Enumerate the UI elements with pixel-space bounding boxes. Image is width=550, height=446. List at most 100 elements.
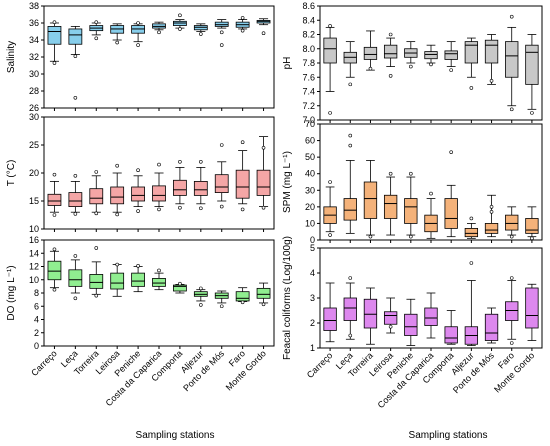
iqr-box	[444, 326, 458, 344]
iqr-box	[173, 179, 187, 196]
iqr-box	[383, 311, 398, 325]
y-tick-label: 30	[29, 69, 39, 79]
box-comporta	[444, 310, 458, 351]
iqr-box	[484, 223, 499, 234]
outlier-point	[199, 206, 203, 211]
panel-3: 10 15 20 25 30 T (°C)	[6, 112, 275, 234]
outlier-point	[509, 276, 514, 280]
outlier-point	[199, 303, 203, 307]
outlier-point	[328, 24, 332, 28]
iqr-box	[47, 25, 62, 45]
box-monte-gordo	[525, 283, 539, 351]
outlier-point	[94, 170, 99, 174]
iqr-box	[110, 272, 125, 290]
y-tick-label: 4	[34, 315, 39, 325]
y-tick-label: 7.6	[302, 72, 315, 82]
y-tick-label: 10	[305, 218, 315, 228]
outlier-point	[449, 150, 453, 154]
box-leirosa	[383, 297, 398, 351]
iqr-box	[193, 180, 208, 196]
outlier-point	[178, 281, 182, 286]
outlier-point	[348, 276, 353, 280]
outlier-point	[94, 293, 99, 298]
outlier-point	[368, 66, 373, 71]
iqr-box	[505, 214, 519, 231]
box-leirosa	[110, 262, 125, 349]
outlier-point	[157, 207, 161, 212]
box-faro	[235, 287, 250, 349]
box-leça	[343, 276, 357, 351]
box-porto-de-mós	[214, 143, 229, 232]
iqr-box	[89, 188, 104, 205]
box-peniche	[131, 264, 145, 349]
y-tick-label: 26	[29, 103, 39, 113]
iqr-box	[343, 198, 357, 221]
box-faro	[505, 14, 519, 123]
iqr-box	[131, 272, 145, 287]
outlier-point	[136, 264, 140, 268]
iqr-box	[363, 298, 378, 329]
iqr-box	[404, 313, 418, 336]
outlier-point	[52, 20, 57, 24]
outlier-point	[52, 247, 57, 252]
outlier-point	[73, 96, 78, 100]
outlier-point	[199, 160, 203, 164]
iqr-box	[68, 269, 83, 287]
iqr-box	[383, 194, 398, 219]
y-tick-label: 8.2	[302, 30, 315, 40]
box-leça	[343, 41, 357, 123]
outlier-point	[388, 32, 393, 37]
iqr-box	[152, 278, 166, 287]
box-carreço	[47, 20, 62, 111]
box-monte-gordo	[256, 18, 271, 111]
iqr-box	[424, 51, 438, 60]
outlier-point	[509, 234, 514, 239]
x-axis-label-left: Sampling stations	[136, 430, 215, 441]
box-carreço	[47, 172, 62, 232]
y-tick-label: 8.4	[302, 15, 315, 25]
y-tick-label: 36	[29, 18, 39, 28]
box-peniche	[131, 168, 145, 232]
outlier-point	[409, 234, 413, 239]
outlier-point	[115, 40, 119, 45]
iqr-box	[404, 198, 418, 224]
y-tick-label: 38	[29, 1, 39, 11]
iqr-box	[256, 287, 271, 299]
y-tick-label: 30	[29, 112, 39, 122]
outlier-point	[449, 68, 453, 72]
iqr-box	[235, 291, 250, 302]
y-tick-label: 2	[34, 328, 39, 338]
box-aljezur	[464, 216, 479, 243]
outlier-point	[261, 146, 266, 150]
box-leirosa	[110, 23, 125, 111]
iqr-box	[323, 307, 337, 331]
panels-group: 26283032343638Salinity7.07.27.47.67.88.0…	[6, 1, 543, 360]
box-comporta	[444, 150, 458, 243]
outlier-point	[136, 209, 140, 213]
outlier-point	[489, 210, 494, 214]
y-tick-label: 20	[29, 168, 39, 178]
iqr-box	[525, 287, 539, 329]
outlier-point	[469, 216, 474, 221]
box-aljezur	[464, 261, 479, 351]
iqr-box	[464, 41, 479, 64]
outlier-point	[469, 261, 474, 265]
box-leça	[343, 133, 357, 243]
outlier-point	[429, 191, 433, 196]
y-tick-label: 8.0	[302, 44, 315, 54]
y-tick-label: 5	[310, 243, 315, 253]
iqr-box	[110, 186, 125, 205]
box-peniche	[404, 41, 418, 123]
iqr-box	[444, 50, 458, 60]
iqr-box	[131, 186, 145, 202]
iqr-box	[323, 37, 337, 64]
outlier-point	[178, 27, 182, 31]
box-leirosa	[110, 163, 125, 232]
outlier-point	[52, 61, 57, 65]
box-aljezur	[193, 286, 208, 349]
y-tick-label: 4	[310, 268, 315, 278]
y-tick-label: 6	[34, 301, 39, 311]
outlier-point	[157, 30, 161, 35]
outlier-point	[136, 168, 140, 172]
y-tick-label: 7.0	[302, 115, 315, 125]
